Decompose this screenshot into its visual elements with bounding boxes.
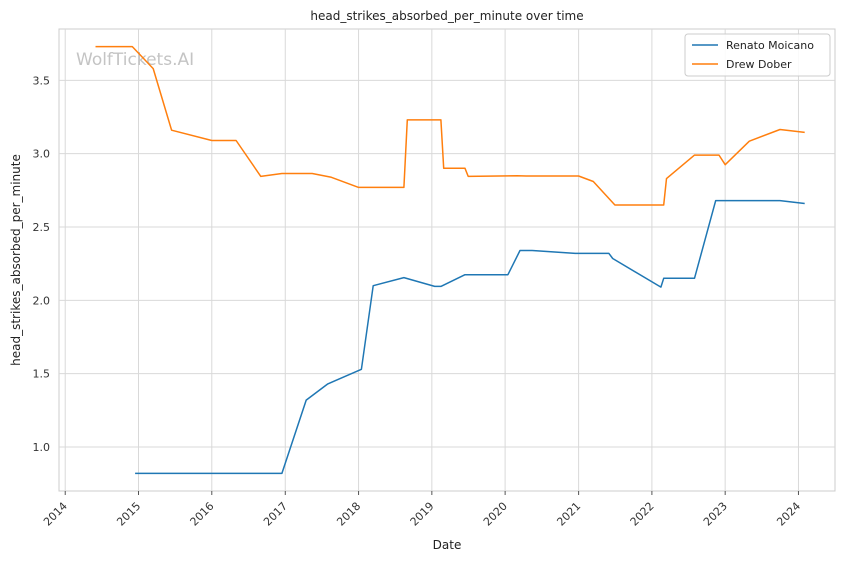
- series-line-renato-moicano: [135, 199, 805, 475]
- x-axis-title: Date: [433, 538, 462, 552]
- legend: Renato Moicano Drew Dober: [684, 33, 831, 77]
- grid-lines: [59, 29, 835, 491]
- x-tick-label: 2021: [554, 500, 583, 529]
- plot-area: [58, 28, 836, 492]
- x-tick-label: 2017: [261, 500, 290, 529]
- series-line-drew-dober: [95, 45, 805, 206]
- x-tick-label: 2024: [774, 500, 803, 529]
- x-tick-label: 2015: [114, 500, 143, 529]
- x-tick-label: 2019: [408, 500, 437, 529]
- legend-box: [684, 33, 831, 77]
- x-tick-label: 2020: [481, 500, 510, 529]
- legend-label-renato-moicano: Renato Moicano: [726, 39, 814, 52]
- series-layer: [95, 45, 805, 475]
- y-axis-title: head_strikes_absorbed_per_minute: [9, 154, 23, 366]
- x-tick-label: 2014: [41, 500, 70, 529]
- y-axis-ticks: 1.0 1.5 2.0 2.5 3.0 3.5: [33, 74, 51, 454]
- watermark: WolfTickets.AI: [76, 50, 194, 70]
- y-tick-label: 3.0: [33, 148, 51, 161]
- y-tick-label: 1.0: [33, 441, 51, 454]
- y-tick-label: 2.5: [33, 221, 51, 234]
- x-tick-label: 2022: [628, 500, 657, 529]
- legend-label-drew-dober: Drew Dober: [726, 58, 792, 71]
- x-tick-label: 2023: [701, 500, 730, 529]
- chart-title: head_strikes_absorbed_per_minute over ti…: [310, 9, 583, 23]
- x-axis-ticks: 2014 2015 2016 2017 2018 2019 2020 2021 2022 2023…: [41, 491, 803, 529]
- x-tick-label: 2018: [334, 500, 363, 529]
- x-tick-label: 2016: [188, 500, 217, 529]
- y-tick-label: 1.5: [33, 368, 51, 381]
- y-tick-label: 2.0: [33, 294, 51, 307]
- y-tick-label: 3.5: [33, 74, 51, 87]
